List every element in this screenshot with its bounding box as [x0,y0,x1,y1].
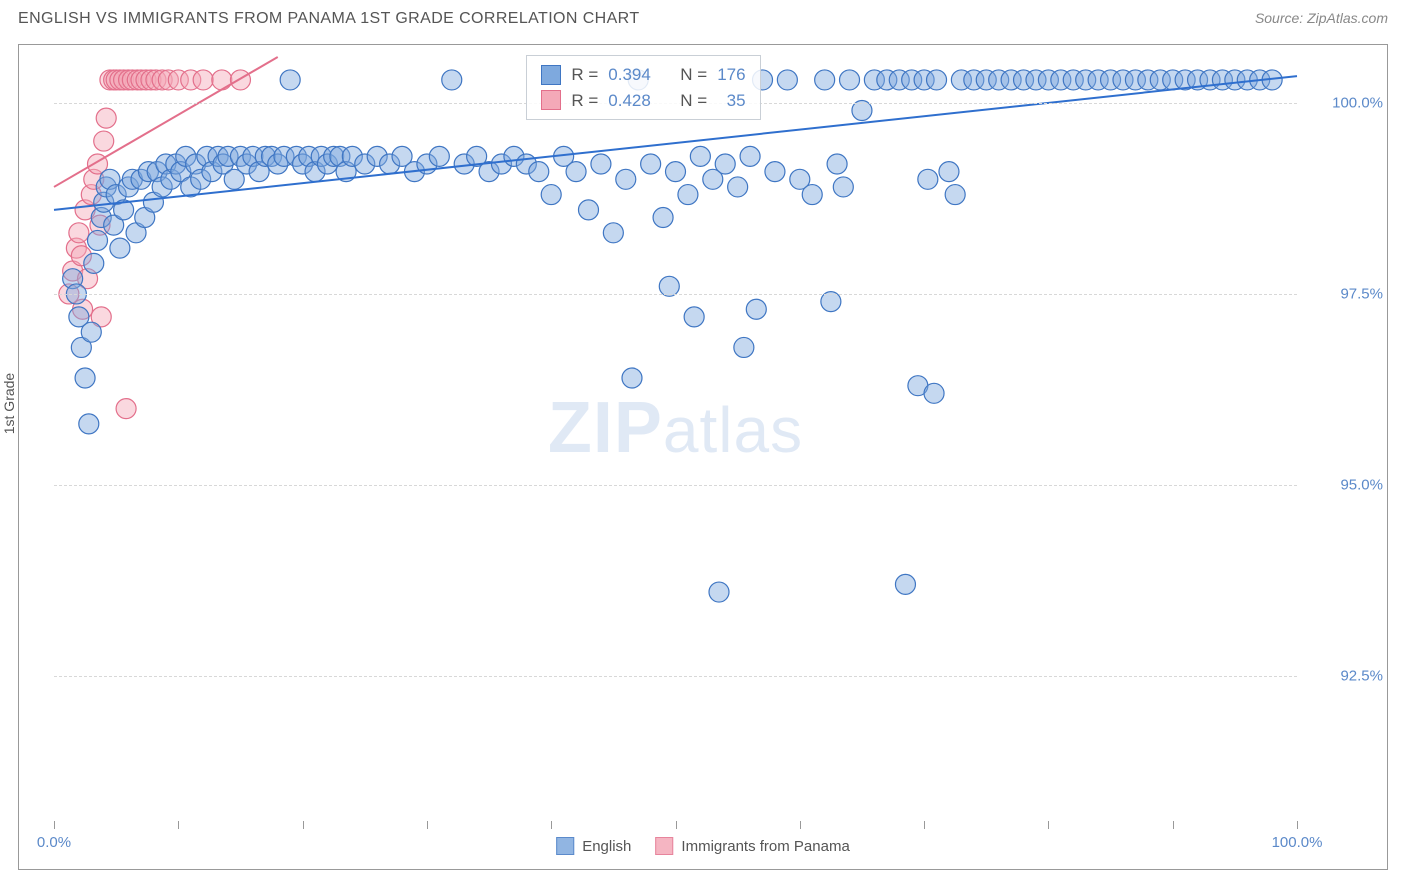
legend-label-panama: Immigrants from Panama [681,838,849,855]
data-point [740,146,760,166]
data-point [79,414,99,434]
data-point [94,131,114,151]
data-point [734,337,754,357]
source-name: ZipAtlas.com [1307,10,1388,26]
data-point [529,162,549,182]
data-point [622,368,642,388]
gridline [54,676,1297,677]
data-point [918,169,938,189]
n-value-panama: 35 [717,88,745,114]
x-tick [1297,821,1298,829]
x-tick-label: 0.0% [37,834,71,851]
legend-item-panama: Immigrants from Panama [655,837,849,855]
data-point [641,154,661,174]
data-point [927,70,947,90]
data-point [833,177,853,197]
data-point [193,70,213,90]
y-axis-label: 1st Grade [1,373,17,434]
source-attribution: Source: ZipAtlas.com [1255,10,1388,26]
r-label: R = [571,62,598,88]
n-value-english: 176 [717,62,745,88]
source-prefix: Source: [1255,10,1307,26]
stats-row-panama: R = 0.428 N = 35 [541,88,745,114]
chart-title: ENGLISH VS IMMIGRANTS FROM PANAMA 1ST GR… [18,10,640,28]
bottom-legend: English Immigrants from Panama [556,837,850,855]
data-point [777,70,797,90]
data-point [895,574,915,594]
legend-swatch-english [556,837,574,855]
r-value-panama: 0.428 [608,88,651,114]
y-tick-label: 95.0% [1340,477,1383,494]
x-tick [54,821,55,829]
data-point [84,253,104,273]
gridline [54,294,1297,295]
data-point [939,162,959,182]
x-tick [1048,821,1049,829]
data-point [684,307,704,327]
data-point [75,368,95,388]
data-point [566,162,586,182]
data-point [746,299,766,319]
data-point [840,70,860,90]
data-point [603,223,623,243]
n-label: N = [680,62,707,88]
data-point [924,383,944,403]
stats-legend-box: R = 0.394 N = 176 R = 0.428 N = 35 [526,55,760,120]
data-point [678,185,698,205]
data-point [765,162,785,182]
data-point [653,208,673,228]
legend-item-english: English [556,837,631,855]
data-point [728,177,748,197]
stats-row-english: R = 0.394 N = 176 [541,62,745,88]
data-point [212,70,232,90]
stats-swatch-panama [541,90,561,110]
x-tick [427,821,428,829]
data-point [945,185,965,205]
n-label: N = [680,88,707,114]
data-point [666,162,686,182]
x-tick [178,821,179,829]
data-point [541,185,561,205]
data-point [709,582,729,602]
gridline [54,485,1297,486]
plot-area: ZIPatlas [54,57,1297,829]
data-point [442,70,462,90]
data-point [88,230,108,250]
chart-frame: 1st Grade ZIPatlas R = 0.394 N = 176 R =… [18,44,1388,870]
x-tick [303,821,304,829]
data-point [802,185,822,205]
x-tick [924,821,925,829]
x-tick-label: 100.0% [1272,834,1323,851]
data-point [116,399,136,419]
y-tick-label: 100.0% [1332,94,1383,111]
data-point [110,238,130,258]
y-tick-label: 97.5% [1340,285,1383,302]
data-point [815,70,835,90]
r-value-english: 0.394 [608,62,651,88]
data-point [690,146,710,166]
x-tick [551,821,552,829]
legend-swatch-panama [655,837,673,855]
data-point [827,154,847,174]
data-point [280,70,300,90]
data-point [616,169,636,189]
data-point [591,154,611,174]
scatter-svg [54,57,1297,829]
data-point [81,322,101,342]
legend-label-english: English [582,838,631,855]
x-tick [800,821,801,829]
y-tick-label: 92.5% [1340,668,1383,685]
data-point [230,70,250,90]
stats-swatch-english [541,65,561,85]
data-point [578,200,598,220]
data-point [96,108,116,128]
data-point [69,223,89,243]
x-tick [676,821,677,829]
x-tick [1173,821,1174,829]
r-label: R = [571,88,598,114]
data-point [715,154,735,174]
data-point [429,146,449,166]
